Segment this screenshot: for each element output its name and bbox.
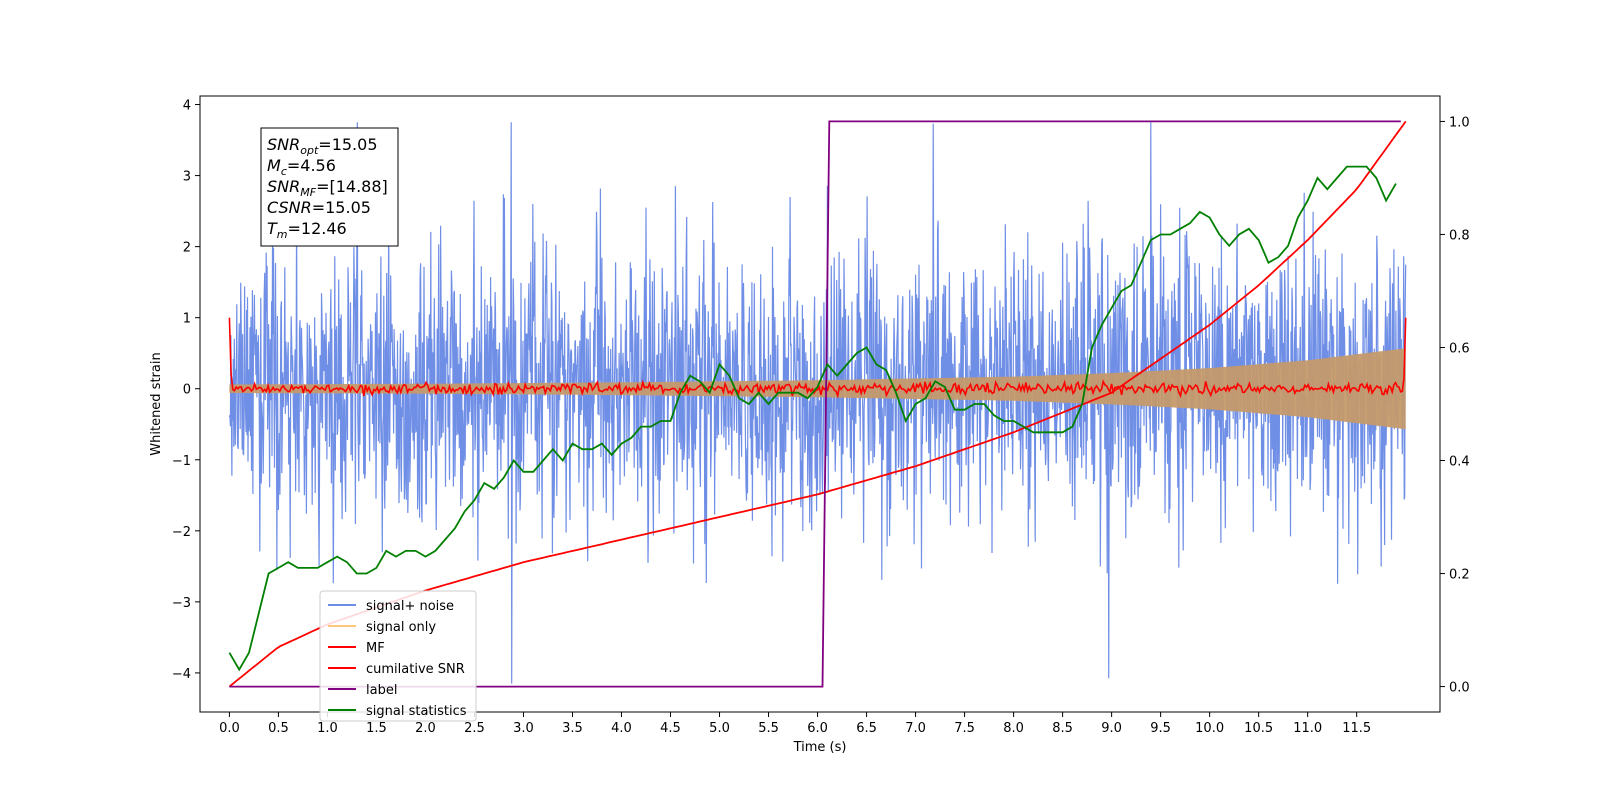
x-tick-label: 1.5 [366,721,387,736]
legend: signal+ noise signal only MF cumilative SNR… [319,590,477,722]
x-tick-label: 7.5 [954,721,975,736]
series-mf [228,317,1407,399]
y-right-tick-label: 0.0 [1449,681,1470,696]
stats-line: SNRMF=[14.88] [267,177,388,199]
x-tick-label: 6.5 [856,721,877,736]
x-tick-label: 0.5 [268,721,289,736]
y-tick-label: 4 [183,99,191,114]
series-label [229,120,1401,688]
x-tick-label: 8.0 [1003,721,1024,736]
y-tick-label: −2 [172,525,191,540]
y-tick-label: 1 [183,312,191,327]
y-axis-left: 4 3 2 1 0 −1 −2 −3 −4 [172,99,200,682]
x-tick-label: 3.5 [562,721,583,736]
y-right-tick-label: 1.0 [1449,115,1470,130]
legend-label: signal only [366,620,436,635]
x-axis-label: Time (s) [793,740,847,755]
y-tick-label: 3 [183,170,191,185]
series-signal-statistics [228,165,1397,672]
stats-line: Mc=4.56 [267,156,336,178]
y-tick-label: −4 [172,667,191,682]
x-tick-label: 9.0 [1101,721,1122,736]
y-axis-right: 1.0 0.8 0.6 0.4 0.2 0.0 [1440,115,1470,696]
stats-line: Tm=12.46 [267,219,347,241]
x-tick-label: 4.5 [660,721,681,736]
y-right-tick-label: 0.8 [1449,228,1470,243]
legend-label: label [366,683,397,698]
x-tick-label: 10.5 [1244,721,1273,736]
stats-line: CSNR=15.05 [267,198,371,217]
x-tick-label: 7.0 [905,721,926,736]
y-tick-label: −1 [172,454,191,469]
y-tick-label: 2 [183,241,191,256]
y-tick-label: −3 [172,596,191,611]
x-tick-label: 3.0 [513,721,534,736]
legend-label: cumilative SNR [366,662,465,677]
x-tick-label: 5.0 [709,721,730,736]
x-tick-label: 4.0 [611,721,632,736]
x-tick-label: 2.5 [464,721,485,736]
y-tick-label: 0 [183,383,191,398]
legend-label: signal statistics [366,704,467,719]
y-right-tick-label: 0.4 [1449,455,1470,470]
x-tick-label: 11.5 [1342,721,1371,736]
x-axis: 0.0 0.5 1.0 1.5 2.0 2.5 3.0 3.5 4.0 4.5 5.0 5.5 6.0 6… [219,712,1371,736]
y-right-tick-label: 0.6 [1449,341,1470,356]
legend-label: signal+ noise [366,599,454,614]
x-tick-label: 11.0 [1293,721,1322,736]
x-tick-label: 8.5 [1052,721,1073,736]
y-right-tick-label: 0.2 [1449,568,1470,583]
x-tick-label: 1.0 [317,721,338,736]
x-tick-label: 5.5 [758,721,779,736]
series-signal-noise [228,122,1407,684]
stats-line: SNRopt=15.05 [267,135,378,157]
plot-frame [199,95,1441,713]
x-tick-label: 0.0 [219,721,240,736]
stats-box: SNRopt=15.05Mc=4.56SNRMF=[14.88]CSNR=15.… [260,127,399,247]
x-tick-label: 2.0 [415,721,436,736]
x-tick-label: 6.0 [807,721,828,736]
x-tick-label: 9.5 [1150,721,1171,736]
x-tick-label: 10.0 [1195,721,1224,736]
y-axis-label: Whitened strain [149,352,164,455]
legend-label: MF [366,641,385,656]
